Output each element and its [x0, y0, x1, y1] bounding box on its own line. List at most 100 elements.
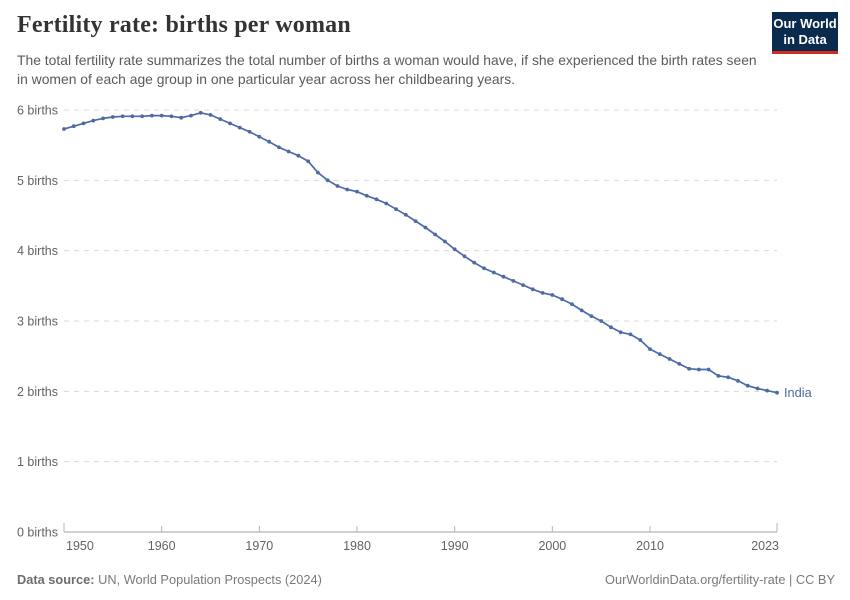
data-point[interactable]: [169, 114, 174, 119]
data-point[interactable]: [364, 193, 369, 198]
data-point[interactable]: [335, 184, 340, 188]
y-axis-tick-label: 1 births: [17, 455, 58, 469]
data-point[interactable]: [179, 115, 184, 120]
data-source-text: UN, World Population Prospects (2024): [98, 572, 322, 587]
data-point[interactable]: [745, 383, 750, 388]
data-point[interactable]: [247, 129, 252, 134]
series-end-label[interactable]: India: [784, 385, 813, 400]
data-point[interactable]: [71, 124, 76, 129]
chart-footer: Data source: UN, World Population Prospe…: [17, 572, 835, 587]
data-point[interactable]: [384, 201, 389, 206]
data-source: Data source: UN, World Population Prospe…: [17, 572, 322, 587]
data-point[interactable]: [628, 332, 633, 337]
data-point[interactable]: [550, 293, 555, 297]
data-point[interactable]: [120, 114, 125, 119]
data-point[interactable]: [726, 375, 731, 380]
data-point[interactable]: [589, 314, 594, 318]
data-point[interactable]: [208, 113, 213, 117]
data-point[interactable]: [140, 114, 145, 119]
logo-line2: in Data: [783, 32, 827, 47]
data-point[interactable]: [570, 302, 574, 306]
data-point[interactable]: [609, 325, 613, 330]
x-axis-tick-label: 1960: [148, 539, 176, 553]
y-axis-tick-label: 5 births: [17, 174, 58, 188]
data-point[interactable]: [403, 212, 408, 217]
data-point[interactable]: [530, 287, 535, 292]
data-point[interactable]: [755, 386, 760, 391]
data-point[interactable]: [130, 114, 135, 119]
data-point[interactable]: [277, 145, 281, 150]
data-point[interactable]: [521, 283, 525, 287]
data-point[interactable]: [286, 149, 291, 154]
data-point[interactable]: [443, 239, 447, 244]
data-point[interactable]: [452, 247, 457, 252]
owid-logo[interactable]: Our World in Data: [772, 12, 838, 54]
data-point[interactable]: [491, 270, 496, 275]
data-point[interactable]: [267, 139, 271, 144]
data-point[interactable]: [657, 352, 662, 356]
data-point[interactable]: [765, 388, 770, 393]
data-point[interactable]: [257, 134, 262, 139]
data-point[interactable]: [638, 338, 643, 342]
data-point[interactable]: [159, 113, 164, 118]
data-point[interactable]: [716, 374, 721, 378]
data-point[interactable]: [325, 178, 330, 183]
data-point[interactable]: [150, 113, 154, 118]
data-point[interactable]: [648, 347, 652, 351]
data-point[interactable]: [736, 378, 740, 383]
data-point[interactable]: [472, 260, 477, 265]
data-point[interactable]: [81, 121, 86, 126]
data-point[interactable]: [501, 274, 506, 279]
data-point[interactable]: [296, 153, 301, 158]
x-axis-tick-label: 1990: [441, 539, 469, 553]
data-point[interactable]: [62, 127, 66, 131]
data-point[interactable]: [91, 118, 96, 123]
y-axis-tick-label: 6 births: [17, 104, 58, 118]
data-point[interactable]: [433, 232, 438, 237]
x-axis-tick-label: 2010: [636, 539, 664, 553]
data-point[interactable]: [394, 207, 398, 212]
page-title: Fertility rate: births per woman: [17, 12, 351, 38]
data-point[interactable]: [618, 330, 623, 335]
data-point[interactable]: [413, 219, 418, 224]
data-source-label: Data source:: [17, 572, 95, 587]
data-point[interactable]: [423, 225, 428, 230]
data-point[interactable]: [374, 197, 379, 202]
data-point[interactable]: [228, 121, 232, 126]
logo-line1: Our World: [773, 16, 837, 31]
data-point[interactable]: [540, 291, 545, 295]
data-point[interactable]: [706, 367, 711, 372]
data-point[interactable]: [677, 362, 682, 366]
y-axis-tick-label: 4 births: [17, 244, 58, 258]
data-point[interactable]: [462, 254, 467, 259]
y-axis-tick-label: 0 births: [17, 526, 58, 540]
chart-subtitle: The total fertility rate summarizes the …: [17, 52, 757, 87]
data-point[interactable]: [316, 170, 320, 175]
x-axis-tick-label: 2023: [751, 539, 779, 553]
y-axis-tick-label: 2 births: [17, 385, 58, 399]
data-point[interactable]: [667, 357, 672, 361]
data-point[interactable]: [775, 390, 779, 395]
data-point[interactable]: [687, 366, 691, 371]
data-point[interactable]: [189, 113, 193, 118]
data-point[interactable]: [482, 266, 486, 271]
data-point[interactable]: [511, 279, 516, 283]
data-point[interactable]: [560, 297, 564, 302]
data-point[interactable]: [599, 319, 604, 323]
data-point[interactable]: [306, 159, 311, 164]
data-point[interactable]: [110, 115, 115, 119]
x-axis-tick-label: 1950: [66, 539, 94, 553]
data-line-india[interactable]: [63, 111, 778, 394]
data-point[interactable]: [237, 125, 242, 130]
data-point[interactable]: [579, 308, 584, 313]
data-point[interactable]: [345, 187, 350, 192]
data-point[interactable]: [101, 116, 105, 121]
data-point[interactable]: [198, 110, 203, 115]
data-point[interactable]: [355, 189, 359, 194]
x-axis-tick-label: 1970: [245, 539, 273, 553]
credit-link[interactable]: OurWorldinData.org/fertility-rate | CC B…: [605, 572, 835, 587]
data-point[interactable]: [697, 367, 701, 372]
data-point[interactable]: [218, 117, 223, 121]
